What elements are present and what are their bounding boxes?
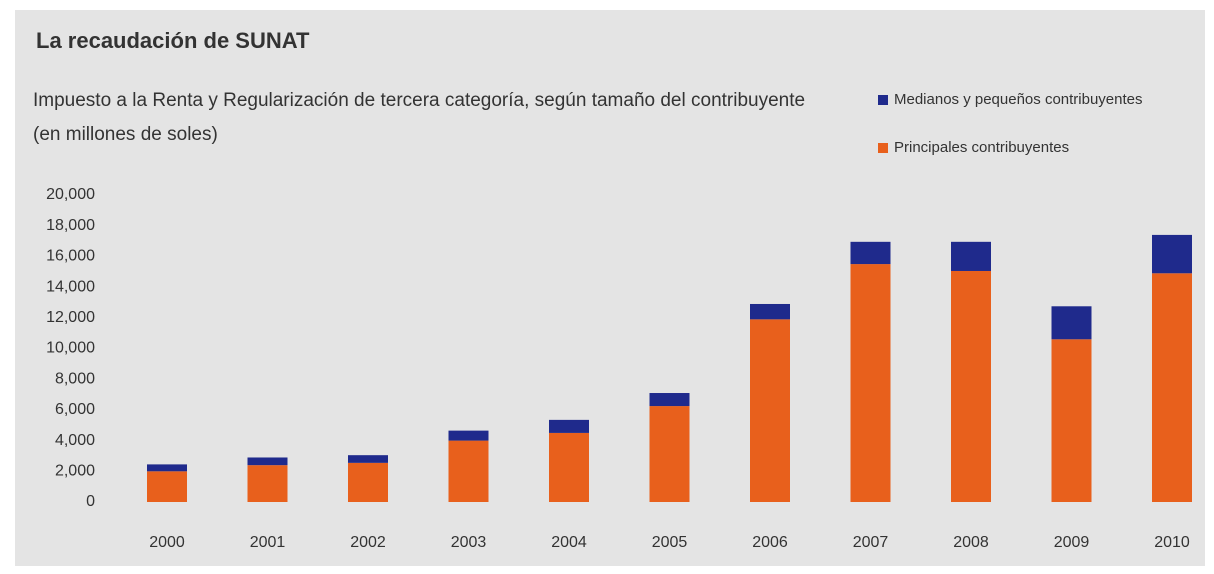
legend-label: Medianos y pequeños contribuyentes xyxy=(894,91,1143,108)
bar-segment xyxy=(247,465,288,502)
bar-segment xyxy=(549,419,589,433)
x-tick-label: 2005 xyxy=(652,534,688,551)
legend-swatch xyxy=(878,143,888,153)
bar-segment xyxy=(1051,339,1092,502)
x-tick-label: 2001 xyxy=(250,534,286,551)
bar-segment xyxy=(448,430,489,441)
bar-segment xyxy=(649,406,690,502)
y-tick-label: 10,000 xyxy=(46,340,95,357)
bar-segment xyxy=(147,464,187,472)
y-tick-label: 8,000 xyxy=(55,370,95,387)
x-tick-label: 2007 xyxy=(853,534,889,551)
y-tick-label: 14,000 xyxy=(46,278,95,295)
bar-segment xyxy=(1051,306,1092,340)
bar-segment xyxy=(348,462,388,502)
bar-segment xyxy=(750,303,790,320)
x-tick-label: 2000 xyxy=(149,534,185,551)
x-tick-label: 2009 xyxy=(1054,534,1090,551)
bar-segment xyxy=(951,241,991,271)
x-tick-label: 2003 xyxy=(451,534,487,551)
chart-subtitle: Impuesto a la Renta y Regularización de … xyxy=(33,90,806,145)
y-tick-label: 12,000 xyxy=(46,309,95,326)
x-tick-label: 2010 xyxy=(1154,534,1190,551)
chart-title: La recaudación de SUNAT xyxy=(36,28,310,53)
y-tick-label: 20,000 xyxy=(46,186,95,203)
bar-segment xyxy=(1152,234,1192,274)
legend-swatch xyxy=(878,95,888,105)
x-tick-label: 2004 xyxy=(551,534,587,551)
bar-segment xyxy=(750,319,790,502)
bar-segment xyxy=(951,270,991,502)
bar-segment xyxy=(850,241,891,265)
y-tick-label: 0 xyxy=(86,493,95,510)
bar-segment xyxy=(147,471,187,502)
bar-segment xyxy=(649,393,690,407)
y-tick-label: 16,000 xyxy=(46,248,95,265)
bar-segment xyxy=(247,457,288,466)
y-tick-label: 6,000 xyxy=(55,401,95,418)
legend-label: Principales contribuyentes xyxy=(894,139,1069,156)
x-tick-label: 2008 xyxy=(953,534,989,551)
y-tick-label: 18,000 xyxy=(46,217,95,234)
bar-segment xyxy=(448,440,489,502)
bar-segment xyxy=(549,432,589,502)
bar-segment xyxy=(348,455,388,463)
y-tick-label: 4,000 xyxy=(55,432,95,449)
y-tick-label: 2,000 xyxy=(55,463,95,480)
chart-background xyxy=(15,10,1205,566)
bar-segment xyxy=(850,264,891,502)
bar-segment xyxy=(1152,273,1192,502)
x-tick-label: 2002 xyxy=(350,534,386,551)
x-tick-label: 2006 xyxy=(752,534,788,551)
